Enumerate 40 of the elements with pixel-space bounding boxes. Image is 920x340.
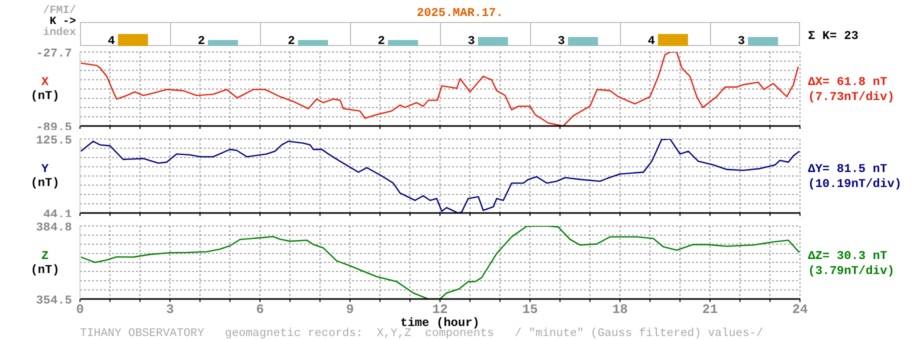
- text: (10.19nT/div): [808, 177, 902, 191]
- x-tick-label: 12: [432, 302, 448, 318]
- x-tick-label: 24: [792, 302, 808, 318]
- y-tick-label: 125.5: [36, 133, 72, 148]
- data-label: 4: [108, 34, 115, 48]
- line-series: [80, 139, 800, 213]
- text: (3.79nT/div): [808, 264, 894, 278]
- text: ΔZ= 30.3 nT: [808, 248, 888, 262]
- y-tick-label: 44.1: [43, 207, 72, 222]
- y-axis-title: /FMI/ K -> index: [42, 5, 76, 39]
- data-label: 4: [648, 34, 655, 48]
- data-label: 2: [378, 34, 385, 48]
- data-label: 2: [198, 34, 205, 48]
- text: ΔX= 61.8 nT: [808, 75, 888, 89]
- x-tick-label: 15: [522, 302, 538, 318]
- text: Σ K= 23: [808, 29, 858, 43]
- y-tick-label: 384.8: [36, 220, 72, 234]
- data-label: 3: [738, 34, 745, 48]
- x-tick-label: 18: [612, 302, 628, 318]
- x-tick-label: 6: [256, 302, 264, 318]
- data-label: 3: [558, 34, 565, 48]
- line-series: [80, 226, 800, 299]
- x-tick-label: 3: [166, 302, 174, 318]
- text: (7.73nT/div): [808, 90, 894, 104]
- y-axis-title: Z (nT): [30, 248, 60, 276]
- y-axis-title: X (nT): [30, 75, 60, 103]
- x-tick-label: 0: [76, 302, 84, 318]
- chart-title: 2025.MAR.17.: [416, 6, 504, 20]
- data-label: 3: [468, 34, 475, 48]
- y-tick-label: 354.5: [36, 293, 72, 308]
- y-axis-title: Y (nT): [30, 162, 60, 190]
- text: ΔY= 81.5 nT: [808, 162, 888, 176]
- text: TIHANY OBSERVATORY geomagnetic records: X,Y,Z components / "minute" (Gauss filtered) values-/: [80, 327, 764, 340]
- y-tick-label: -89.5: [36, 120, 72, 134]
- line-series: [80, 52, 799, 126]
- x-tick-label: 9: [346, 302, 354, 318]
- y-tick-label: -27.7: [36, 46, 72, 60]
- data-label: 2: [288, 34, 295, 48]
- x-axis-title: time (hour): [400, 316, 480, 330]
- x-tick-label: 21: [702, 302, 718, 318]
